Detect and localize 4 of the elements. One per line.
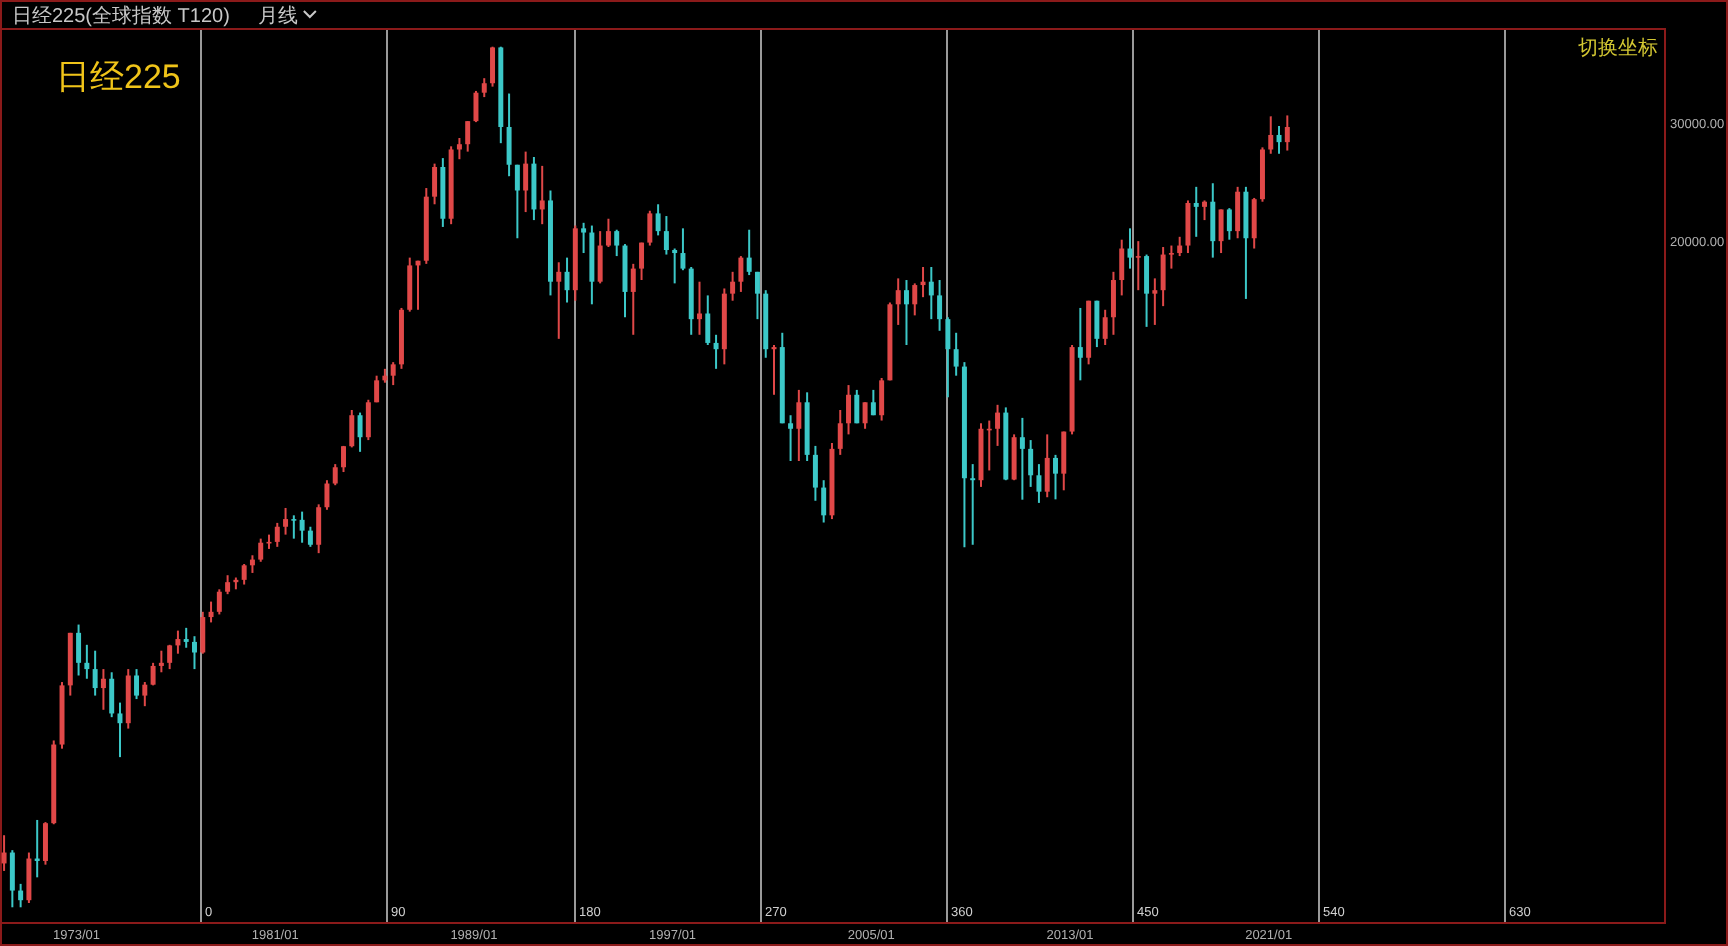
title: 日经225 xyxy=(56,58,181,96)
annotation: 月线 xyxy=(257,6,298,28)
subtitle: 日经225(全球指数 T120) xyxy=(12,6,230,28)
annotation: 切换坐标 xyxy=(1578,38,1658,60)
